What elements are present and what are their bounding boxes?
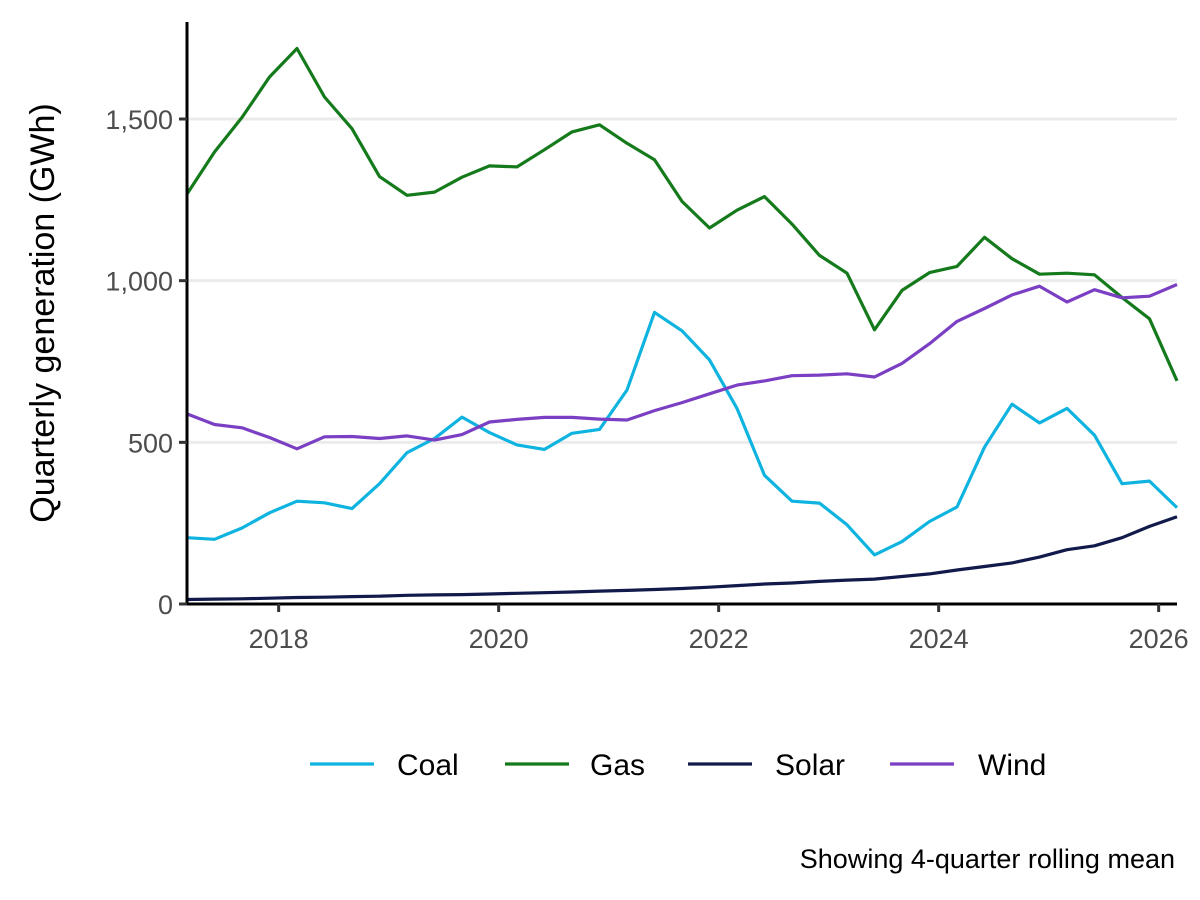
x-tick-label: 2022 bbox=[689, 624, 749, 654]
legend-label-gas: Gas bbox=[590, 749, 645, 782]
x-tick-label: 2020 bbox=[469, 624, 529, 654]
legend-label-wind: Wind bbox=[978, 749, 1046, 782]
series-line-solar bbox=[186, 515, 1178, 602]
x-tick-label: 2018 bbox=[249, 624, 309, 654]
y-axis-title: Quarterly generation (GWh) bbox=[24, 103, 62, 523]
y-tick-label: 1,500 bbox=[105, 105, 173, 135]
series-line-coal bbox=[186, 310, 1179, 557]
chart-caption: Showing 4-quarter rolling mean bbox=[800, 844, 1175, 874]
x-tick-label: 2026 bbox=[1129, 624, 1189, 654]
legend: Coal Gas Solar Wind bbox=[310, 749, 1046, 782]
y-tick-label: 1,000 bbox=[105, 267, 173, 297]
series-line-gas bbox=[185, 46, 1179, 382]
gridlines bbox=[187, 117, 1177, 444]
legend-label-solar: Solar bbox=[775, 749, 845, 782]
legend-label-coal: Coal bbox=[397, 749, 459, 782]
y-tick-label: 0 bbox=[158, 590, 173, 620]
series-line-wind bbox=[186, 283, 1178, 451]
y-tick-label: 500 bbox=[128, 428, 173, 458]
x-tick-label: 2024 bbox=[909, 624, 969, 654]
series-lines bbox=[185, 46, 1179, 602]
x-ticks: 2018 2020 2022 2024 2026 bbox=[249, 604, 1189, 654]
y-ticks: 0 500 1,000 1,500 bbox=[105, 105, 187, 620]
